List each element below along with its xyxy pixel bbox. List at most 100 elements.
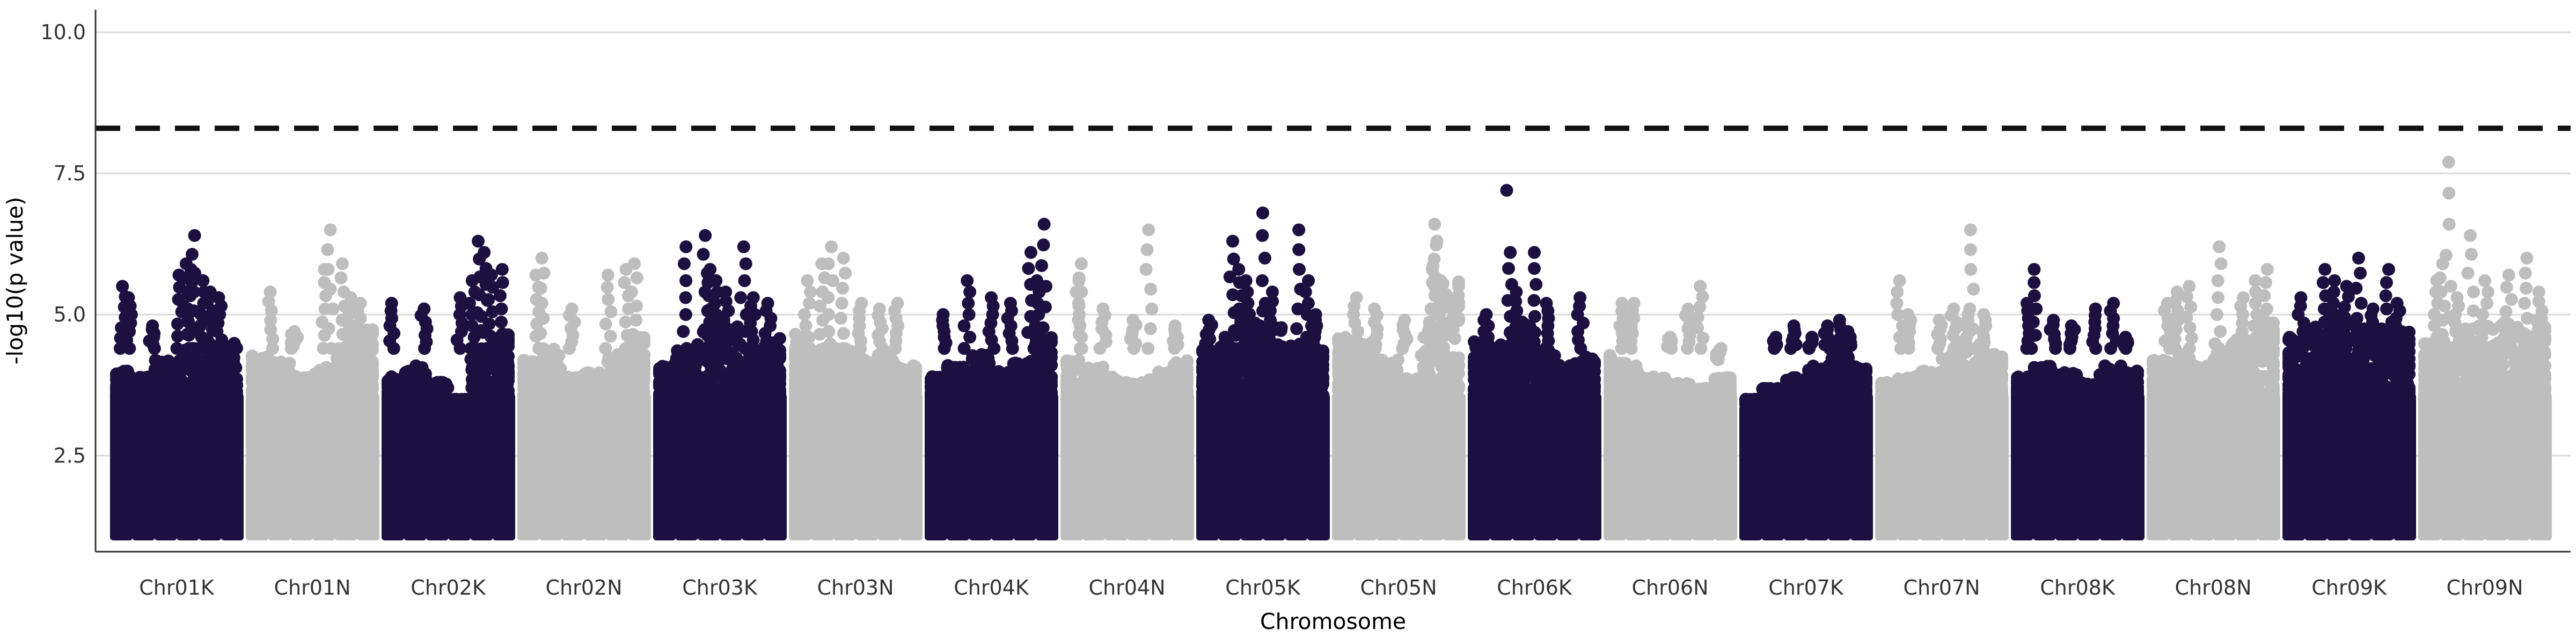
data-point — [601, 268, 614, 282]
data-point — [382, 387, 394, 400]
data-point — [405, 387, 418, 401]
data-point — [822, 291, 835, 304]
data-point — [758, 365, 772, 379]
point-mass — [584, 393, 607, 540]
data-point — [1038, 301, 1052, 314]
data-point — [1141, 342, 1155, 355]
data-point — [478, 246, 491, 259]
data-point — [171, 317, 184, 331]
data-point — [387, 342, 400, 355]
data-point — [987, 342, 1001, 355]
data-point — [500, 392, 514, 406]
data-point — [1421, 357, 1435, 370]
point-mass — [1443, 393, 1466, 540]
chromosome-points-Chr04N — [1060, 223, 1194, 540]
data-point — [636, 363, 649, 377]
data-point — [1307, 342, 1320, 355]
data-point — [627, 384, 640, 398]
data-point — [1494, 370, 1507, 384]
data-point — [699, 229, 712, 242]
data-point — [1060, 357, 1073, 371]
point-mass — [1196, 393, 1219, 540]
data-point — [1075, 342, 1088, 355]
data-point — [1351, 342, 1365, 355]
data-point — [287, 386, 301, 399]
data-point — [1235, 392, 1248, 406]
point-mass — [764, 393, 787, 540]
point-mass — [221, 393, 244, 540]
data-point — [704, 262, 717, 276]
data-point — [679, 308, 692, 321]
data-point — [472, 370, 486, 383]
data-point — [747, 342, 760, 355]
data-point — [218, 360, 232, 374]
data-point — [948, 386, 961, 399]
data-point — [1258, 251, 1271, 265]
data-point — [653, 367, 666, 380]
data-point — [987, 370, 1001, 384]
data-point — [1038, 356, 1051, 370]
data-point — [679, 291, 692, 304]
data-point — [559, 391, 572, 405]
data-point — [1452, 314, 1465, 327]
point-mass — [517, 393, 540, 540]
data-point — [486, 281, 500, 294]
data-point — [801, 274, 814, 287]
data-point — [1072, 327, 1086, 341]
data-point — [925, 372, 938, 385]
data-point — [170, 342, 184, 355]
data-point — [1139, 262, 1153, 276]
point-mass — [1149, 393, 1172, 540]
data-point — [738, 274, 751, 287]
point-mass — [628, 393, 651, 540]
data-point — [246, 357, 259, 371]
data-point — [1436, 331, 1449, 344]
data-point — [290, 372, 304, 385]
data-point — [1303, 369, 1316, 383]
data-point — [854, 342, 867, 355]
data-point — [1437, 342, 1450, 355]
data-point — [1241, 286, 1254, 299]
data-point — [496, 342, 509, 355]
data-point — [1416, 372, 1430, 385]
data-point — [321, 262, 335, 276]
data-point — [362, 354, 376, 367]
data-point — [472, 235, 485, 248]
data-point — [677, 257, 691, 270]
data-point — [929, 392, 942, 405]
data-point — [188, 266, 201, 280]
data-point — [1352, 390, 1366, 403]
point-mass — [855, 393, 879, 540]
data-point — [325, 342, 338, 355]
point-mass — [991, 393, 1014, 540]
data-point — [961, 274, 974, 287]
data-point — [1375, 388, 1388, 401]
data-point — [604, 305, 618, 318]
data-point — [1396, 342, 1409, 355]
point-mass — [290, 393, 313, 540]
data-point — [811, 370, 824, 384]
point-mass — [1035, 393, 1058, 540]
data-point — [409, 359, 422, 372]
point-mass — [877, 393, 901, 540]
data-point — [1432, 308, 1446, 321]
point-mass — [1354, 393, 1377, 540]
data-point — [265, 304, 278, 318]
data-point — [697, 247, 710, 261]
data-point — [324, 223, 337, 237]
point-mass — [1578, 393, 1601, 540]
point-mass — [1082, 393, 1106, 540]
data-point — [200, 332, 214, 346]
data-point — [495, 328, 508, 342]
data-point — [630, 299, 643, 313]
chromosome-points-Chr02K — [382, 235, 515, 540]
data-point — [630, 271, 643, 284]
point-mass — [833, 393, 856, 540]
data-point — [196, 274, 210, 287]
data-point — [1072, 271, 1086, 284]
data-point — [552, 349, 566, 362]
chromosome-points-Chr01K — [110, 229, 244, 540]
data-point — [197, 392, 210, 406]
data-point — [266, 332, 280, 346]
data-point — [962, 297, 975, 310]
